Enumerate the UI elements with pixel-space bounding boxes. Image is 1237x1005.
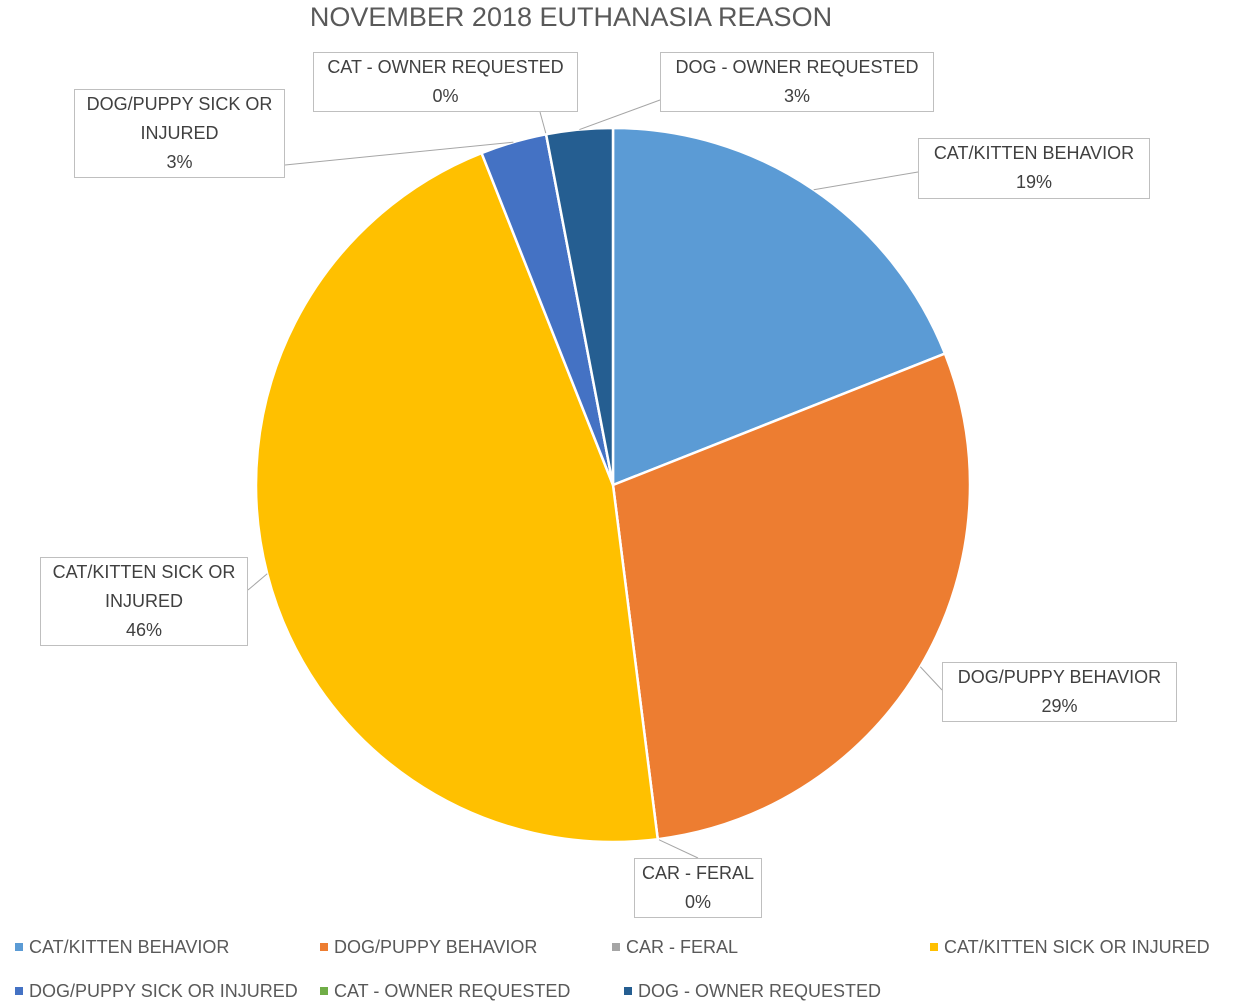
leader-line <box>579 99 661 131</box>
legend-item: DOG - OWNER REQUESTED <box>624 978 881 1004</box>
data-label-value: 3% <box>783 86 810 106</box>
legend-label: CAT - OWNER REQUESTED <box>334 980 571 1001</box>
data-label-value: 0% <box>684 892 711 912</box>
data-label-value: 3% <box>166 152 193 172</box>
chart-title: NOVEMBER 2018 EUTHANASIA REASON <box>309 2 833 32</box>
data-label: DOG/PUPPY BEHAVIOR 29% <box>942 662 1177 722</box>
data-label-name: DOG/PUPPY BEHAVIOR <box>957 667 1162 687</box>
legend-swatch <box>15 943 23 951</box>
legend-label: CAR - FERAL <box>626 936 739 957</box>
data-label-value: 19% <box>1015 172 1053 192</box>
data-label-value: 46% <box>125 620 163 640</box>
legend-item: DOG/PUPPY BEHAVIOR <box>320 934 537 960</box>
data-label-name: DOG/PUPPY SICK OR INJURED <box>86 94 273 143</box>
legend-item: CAT - OWNER REQUESTED <box>320 978 570 1004</box>
leader-line <box>247 573 268 591</box>
legend-item: CAT/KITTEN SICK OR INJURED <box>930 934 1210 960</box>
data-label: DOG - OWNER REQUESTED 3% <box>660 52 934 112</box>
data-label-name: DOG - OWNER REQUESTED <box>675 57 919 77</box>
pie-slice <box>611 126 947 487</box>
leader-line <box>539 111 547 135</box>
data-label: CAT - OWNER REQUESTED 0% <box>313 52 578 112</box>
legend-label: CAT/KITTEN SICK OR INJURED <box>944 936 1210 957</box>
legend-swatch <box>930 943 938 951</box>
data-label-name: CAT - OWNER REQUESTED <box>327 57 564 77</box>
legend-item: CAT/KITTEN BEHAVIOR <box>15 934 229 960</box>
data-label-value: 0% <box>432 86 459 106</box>
pie-slice <box>611 351 972 841</box>
legend-swatch <box>15 987 23 995</box>
data-label: CAT/KITTEN BEHAVIOR 19% <box>918 138 1150 199</box>
data-label-value: 29% <box>1041 696 1078 716</box>
leader-line <box>284 141 514 166</box>
pie-slice <box>254 151 660 844</box>
legend-item: CAR - FERAL <box>612 934 738 960</box>
data-label-name: CAT/KITTEN BEHAVIOR <box>933 143 1135 163</box>
data-label-name: CAR - FERAL <box>641 863 755 883</box>
leader-line <box>657 838 699 859</box>
legend-item: DOG/PUPPY SICK OR INJURED <box>15 978 298 1004</box>
legend-swatch <box>624 987 632 995</box>
pie-slice <box>544 126 615 486</box>
data-label: DOG/PUPPY SICK OR INJURED 3% <box>74 89 285 178</box>
legend-swatch <box>320 943 328 951</box>
legend-swatch <box>320 987 328 995</box>
data-label: CAR - FERAL 0% <box>634 858 762 918</box>
legend-label: DOG/PUPPY BEHAVIOR <box>334 936 538 957</box>
data-label: CAT/KITTEN SICK OR INJURED 46% <box>40 557 248 646</box>
legend-label: DOG/PUPPY SICK OR INJURED <box>29 980 298 1001</box>
leader-line <box>813 171 919 191</box>
legend-label: CAT/KITTEN BEHAVIOR <box>29 936 230 957</box>
data-label-name: CAT/KITTEN SICK OR INJURED <box>52 562 236 611</box>
legend-swatch <box>612 943 620 951</box>
legend-label: DOG - OWNER REQUESTED <box>638 980 882 1001</box>
leader-line <box>919 666 943 691</box>
